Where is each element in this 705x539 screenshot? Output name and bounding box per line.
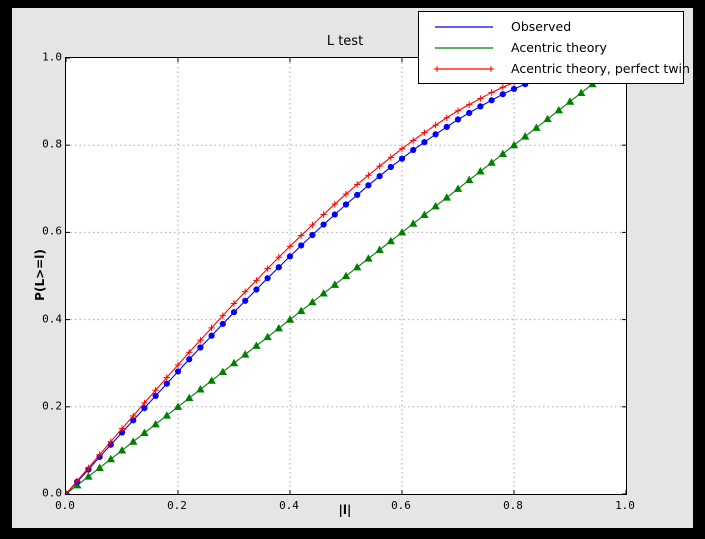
legend: Observed Acentric theory Acentric theory, … <box>418 11 690 84</box>
x-tick-label: 0.8 <box>503 499 523 512</box>
legend-line-sample <box>434 65 494 72</box>
y-tick-label: 1.0 <box>42 50 62 64</box>
x-tick-label: 0.6 <box>391 499 411 512</box>
legend-line-sample <box>435 46 493 49</box>
x-tick-label: 0.0 <box>55 499 75 512</box>
y-tick-label: 0.4 <box>42 312 62 326</box>
gridlines <box>66 58 626 494</box>
x-tick-label: 0.4 <box>279 499 299 512</box>
legend-label: Acentric theory, perfect twin <box>511 61 690 76</box>
legend-label: Acentric theory <box>511 40 607 55</box>
y-tick-label: 0.6 <box>42 224 62 238</box>
legend-label: Observed <box>511 19 572 34</box>
legend-entry: Acentric theory <box>425 37 677 58</box>
x-axis-label: |l| <box>338 503 352 517</box>
legend-entry: Acentric theory, perfect twin <box>425 58 690 79</box>
legend-line-sample <box>435 25 493 28</box>
axes-area <box>65 57 627 495</box>
y-tick-label: 0.0 <box>42 486 62 500</box>
x-tick-label: 0.2 <box>167 499 187 512</box>
y-axis-label: P(L>=l) <box>33 249 47 301</box>
y-tick-label: 0.8 <box>42 137 62 151</box>
y-tick-label: 0.2 <box>42 399 62 413</box>
x-tick-label: 1.0 <box>615 499 635 512</box>
axis-tick-marks <box>66 58 626 494</box>
plot-svg <box>66 58 626 494</box>
plot-title: L test <box>326 34 364 49</box>
series-acentric-theory <box>66 58 626 494</box>
figure-canvas: L test 0.0 0.2 0.4 0.6 0.8 1.0 0.0 0.2 0.4 0.6 0.… <box>12 8 693 528</box>
legend-entry: Observed <box>425 16 677 37</box>
